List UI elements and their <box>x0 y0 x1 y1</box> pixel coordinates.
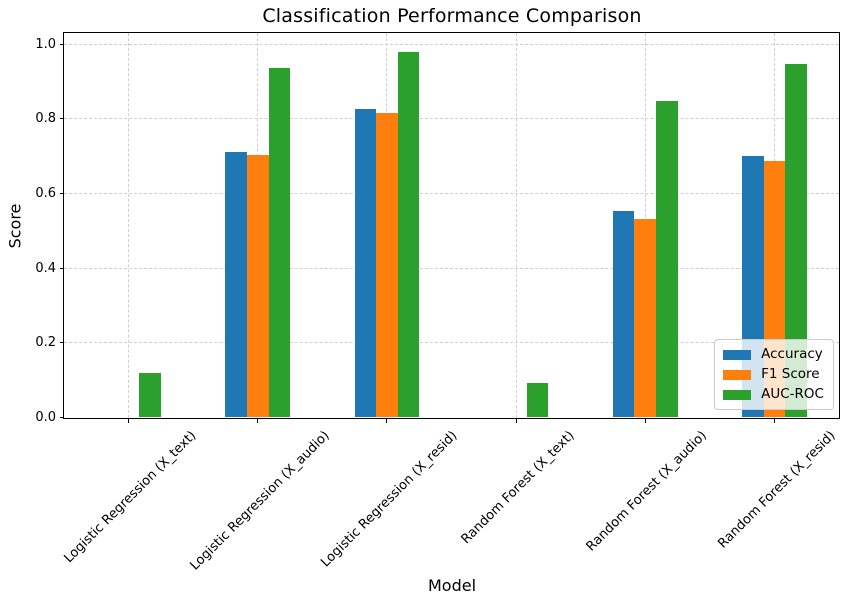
bar-accuracy <box>612 210 635 418</box>
v-gridline <box>515 33 517 418</box>
legend-swatch-accuracy <box>723 349 752 360</box>
legend-label: AUC-ROC <box>761 386 824 402</box>
x-tick-label: Logistic Regression (X_text) <box>61 428 200 567</box>
legend-swatch-auc-roc <box>723 389 752 400</box>
x-tick-mark <box>773 418 775 423</box>
h-gridline <box>64 118 839 120</box>
bar-accuracy <box>225 151 247 418</box>
bar-f1-score <box>634 218 656 418</box>
legend-item: AUC-ROC <box>723 385 824 404</box>
x-tick-mark <box>644 418 646 423</box>
x-tick-label: Random Forest (X_resid) <box>714 428 839 552</box>
x-tick-mark <box>128 418 130 423</box>
bar-f1-score <box>246 155 269 418</box>
bar-auc-roc <box>268 67 291 418</box>
bar-accuracy <box>354 109 377 418</box>
x-tick-label: Logistic Regression (X_audio) <box>187 428 333 574</box>
y-tick-label: 0.0 <box>35 410 56 425</box>
chart-title: Classification Performance Comparison <box>262 5 642 27</box>
x-tick-label: Random Forest (X_text) <box>458 428 578 548</box>
legend: Accuracy F1 Score AUC-ROC <box>714 339 834 410</box>
legend-label: Accuracy <box>761 346 823 362</box>
y-tick-label: 0.6 <box>35 186 56 202</box>
y-axis-label: Score <box>5 203 25 249</box>
h-gridline <box>64 193 839 195</box>
legend-item: Accuracy <box>723 345 824 364</box>
bar-f1-score <box>376 112 398 418</box>
y-tick-mark <box>59 417 64 418</box>
bar-auc-roc <box>397 51 420 418</box>
y-tick-label: 0.2 <box>35 335 56 351</box>
y-tick-mark <box>59 342 64 344</box>
h-gridline <box>64 43 839 45</box>
y-tick-mark <box>59 118 64 120</box>
h-gridline <box>64 342 839 344</box>
bar-auc-roc <box>139 372 161 418</box>
x-axis-label: Model <box>427 576 477 595</box>
y-tick-mark <box>59 267 64 269</box>
legend-item: F1 Score <box>723 365 824 384</box>
y-tick-label: 0.8 <box>35 111 56 127</box>
x-tick-label: Logistic Regression (X_resid) <box>317 428 461 571</box>
bar-auc-roc <box>656 100 678 418</box>
y-tick-label: 0.4 <box>35 260 56 276</box>
x-tick-mark <box>257 418 259 423</box>
bar-auc-roc <box>526 382 549 418</box>
x-tick-mark <box>515 418 517 423</box>
x-tick-label: Random Forest (X_audio) <box>583 428 711 555</box>
y-tick-mark <box>59 193 64 195</box>
v-gridline <box>128 33 130 418</box>
y-tick-label: 1.0 <box>35 36 56 52</box>
x-tick-mark <box>386 418 388 423</box>
legend-swatch-f1-score <box>723 369 752 380</box>
h-gridline <box>64 267 839 269</box>
legend-label: F1 Score <box>761 366 820 382</box>
bar-auc-roc <box>785 63 807 418</box>
y-tick-mark <box>59 43 64 45</box>
